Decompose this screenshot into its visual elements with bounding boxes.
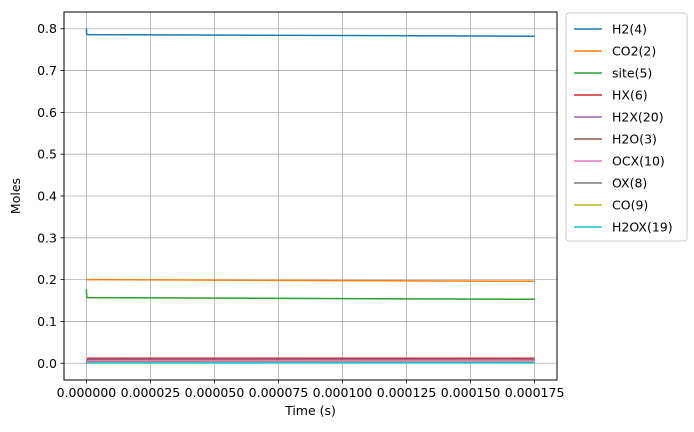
legend-label: CO2(2) (612, 44, 656, 59)
x-tick-label: 0.000100 (313, 385, 373, 400)
legend-label: site(5) (612, 66, 652, 81)
legend-label: HX(6) (612, 88, 648, 103)
x-tick-label: 0.000150 (441, 385, 501, 400)
y-tick-label: 0.1 (37, 314, 57, 329)
x-tick-label: 0.000000 (57, 385, 117, 400)
legend: H2(4) CO2(2) site(5) HX(6) H2X(20) H2O(3) OCX(… (565, 12, 688, 242)
legend-label: H2OX(19) (612, 220, 673, 235)
legend-label: CO(9) (612, 198, 648, 213)
legend-label: OX(8) (612, 176, 647, 191)
x-tick-label: 0.000025 (121, 385, 181, 400)
y-tick-label: 0.7 (37, 63, 57, 78)
y-axis: 0.0 0.1 0.2 0.3 0.4 0.5 0.6 0.7 0.8 (37, 21, 64, 371)
y-tick-label: 0.3 (37, 230, 57, 245)
x-tick-label: 0.000075 (249, 385, 309, 400)
y-axis-title: Moles (8, 178, 23, 214)
legend-label: H2(4) (612, 22, 647, 37)
grid (64, 12, 557, 380)
x-axis-title: Time (s) (284, 403, 336, 418)
y-tick-label: 0.0 (37, 356, 57, 371)
legend-label: H2O(3) (612, 132, 657, 147)
legend-label: H2X(20) (612, 110, 664, 125)
series-line-site-5 (85, 289, 535, 301)
legend-label: OCX(10) (612, 154, 665, 169)
series-line-h2-4 (85, 28, 535, 37)
plot-lines (85, 28, 535, 364)
x-tick-label: 0.000050 (185, 385, 245, 400)
y-tick-label: 0.5 (37, 147, 57, 162)
x-tick-label: 0.000175 (505, 385, 565, 400)
y-tick-label: 0.8 (37, 21, 57, 36)
series-line-co2-2 (86, 278, 535, 283)
x-tick-label: 0.000125 (377, 385, 437, 400)
y-tick-label: 0.2 (37, 272, 57, 287)
y-tick-label: 0.4 (37, 189, 57, 204)
x-axis: 0.000000 0.000025 0.000050 0.000075 0.000100… (57, 380, 565, 400)
y-tick-label: 0.6 (37, 105, 57, 120)
legend-box (565, 12, 688, 242)
